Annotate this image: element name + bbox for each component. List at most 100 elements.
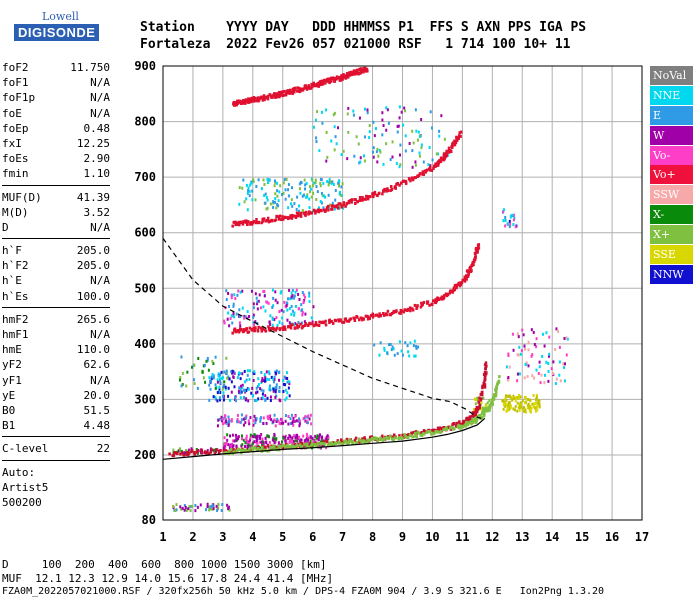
echo-point [301,311,304,315]
echo-point [232,304,235,308]
echo-point [225,297,228,301]
trace-point [288,216,291,220]
echo-point [248,194,251,198]
echo-point [316,110,319,114]
trace-point [173,451,176,455]
trace-point [270,95,273,99]
trace-point [414,432,417,436]
trace-point [289,214,292,218]
echo-point [238,386,241,390]
echo-point [374,127,377,131]
echo-point [264,376,267,380]
trace-point [475,418,479,422]
echo-point [246,369,249,373]
echo-point [230,314,233,318]
echo-point [225,369,228,373]
echo-point [265,421,268,425]
trace-point [316,443,319,447]
trace-point [496,381,500,385]
echo-point [244,421,247,425]
echo-point [298,209,301,213]
echo-point [508,401,511,405]
trace-point [362,197,365,201]
echo-point [275,383,278,387]
echo-point [412,344,415,348]
echo-point [480,400,483,404]
echo-point [299,439,302,443]
trace-point [310,85,314,89]
trace-point [354,441,357,445]
echo-point [237,371,240,375]
echo-point [303,193,306,197]
trace-point [453,284,457,288]
echo-point [326,155,329,159]
echo-point [269,399,272,403]
echo-point [299,191,302,195]
param-row: h`F2 205.0 [2,258,110,273]
trace-point [284,92,288,96]
trace-point [307,86,311,90]
trace-point [465,274,468,278]
echo-point [229,316,232,320]
echo-point [298,182,301,186]
trace-point [385,313,388,317]
trace-point [481,386,484,390]
echo-point [222,417,225,421]
echo-point [208,383,211,387]
trace-point [338,319,342,323]
echo-point [224,446,227,450]
echo-point [379,150,382,154]
trace-point [413,176,416,180]
echo-point [220,370,223,374]
trace-point [281,215,284,219]
trace-point [358,199,362,203]
echo-point [298,417,301,421]
trace-point [331,204,334,208]
echo-point [284,197,287,201]
echo-point [272,387,275,391]
echo-point [267,301,270,305]
trace-point [287,324,290,328]
trace-point [483,412,486,416]
trace-point [436,163,440,167]
trace-point [448,426,452,430]
echo-point [507,352,510,356]
echo-point [287,206,290,210]
trace-point [350,200,353,204]
echo-point [222,385,225,389]
echo-point [268,417,271,421]
echo-point [244,315,247,319]
trace-point [351,441,354,445]
echo-point [253,440,256,444]
trace-point [350,198,354,202]
x-tick-label: 13 [515,530,529,544]
echo-point [248,422,251,426]
trace-point [284,327,287,331]
echo-point [327,436,330,440]
echo-point [234,435,237,439]
trace-point [426,168,429,172]
trace-point [359,67,363,71]
echo-point [298,422,301,426]
trace-point [280,444,283,448]
echo-point [390,348,393,352]
trace-point [364,440,368,444]
echo-point [298,297,301,301]
echo-point [275,181,278,185]
echo-point [269,395,272,399]
trace-point [495,385,498,389]
trace-point [330,441,333,445]
echo-point [254,320,257,324]
echo-point [294,322,297,326]
trace-point [315,323,319,327]
echo-point [513,216,516,220]
echo-point [251,189,254,193]
echo-point [396,130,399,134]
echo-point [288,438,291,442]
echo-point [206,449,209,453]
echo-point [303,187,306,191]
trace-point [304,213,307,217]
trace-point [392,433,396,437]
echo-point [260,187,263,191]
trace-point [357,72,360,76]
